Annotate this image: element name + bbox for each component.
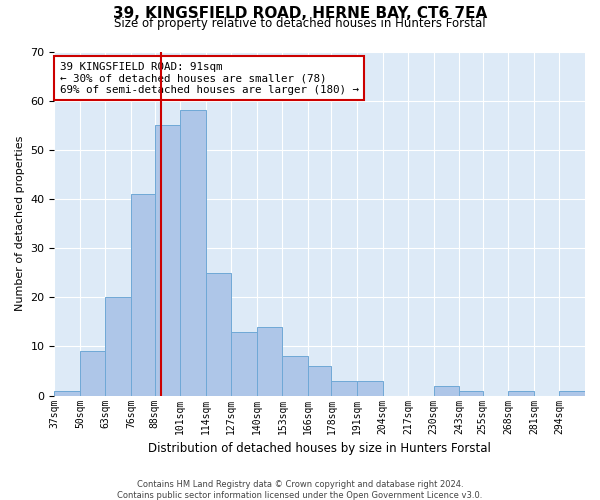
Bar [55,390,80,396]
Bar [459,390,483,396]
Bar [434,386,459,396]
X-axis label: Distribution of detached houses by size in Hunters Forstal: Distribution of detached houses by size … [148,442,491,455]
Bar [257,327,283,396]
Bar [180,110,206,396]
Text: Size of property relative to detached houses in Hunters Forstal: Size of property relative to detached ho… [114,18,486,30]
Bar [331,381,357,396]
Bar [80,352,106,396]
Bar [357,381,383,396]
Bar [231,332,257,396]
Bar [283,356,308,396]
Bar [308,366,331,396]
Bar [155,125,180,396]
Text: 39 KINGSFIELD ROAD: 91sqm
← 30% of detached houses are smaller (78)
69% of semi-: 39 KINGSFIELD ROAD: 91sqm ← 30% of detac… [60,62,359,95]
Bar [106,298,131,396]
Bar [508,390,534,396]
Bar [131,194,155,396]
Bar [559,390,585,396]
Bar [206,272,231,396]
Text: 39, KINGSFIELD ROAD, HERNE BAY, CT6 7EA: 39, KINGSFIELD ROAD, HERNE BAY, CT6 7EA [113,6,487,20]
Y-axis label: Number of detached properties: Number of detached properties [15,136,25,312]
Text: Contains HM Land Registry data © Crown copyright and database right 2024.
Contai: Contains HM Land Registry data © Crown c… [118,480,482,500]
